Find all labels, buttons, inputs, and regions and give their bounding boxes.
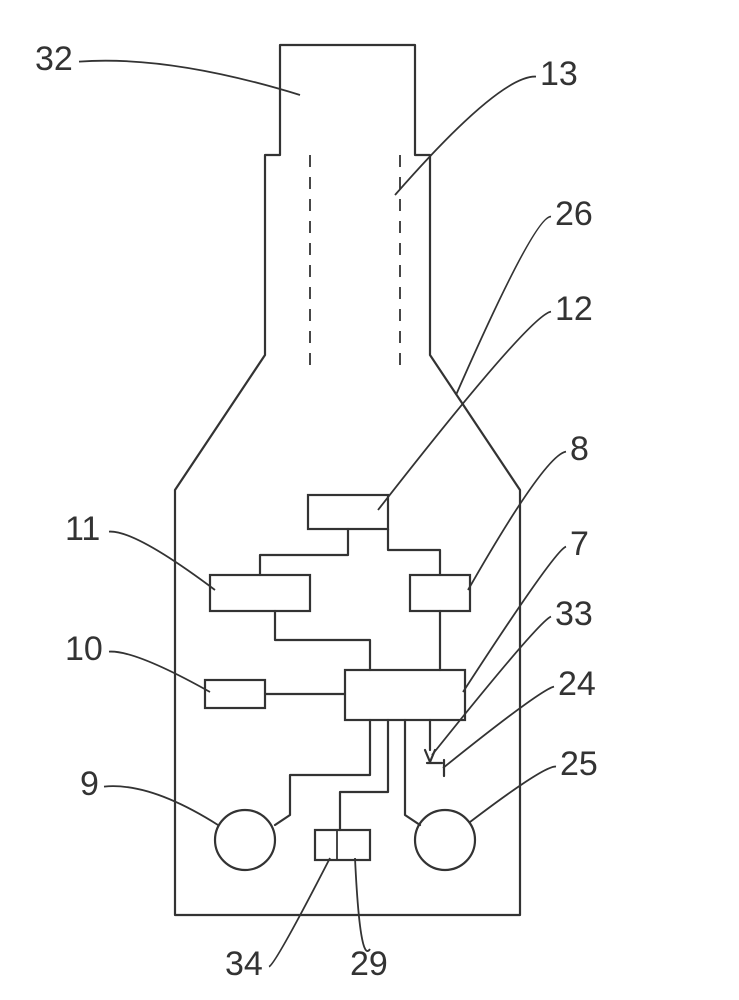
device-body-outline <box>175 45 520 915</box>
leader-11 <box>109 532 215 590</box>
label-26: 26 <box>555 195 593 233</box>
wire-6 <box>405 720 420 825</box>
block-r29 <box>315 830 370 860</box>
leader-12 <box>378 312 551 510</box>
label-32: 32 <box>35 40 73 78</box>
leader-32 <box>79 61 300 95</box>
label-10: 10 <box>65 630 103 668</box>
leader-34 <box>269 858 330 967</box>
block-r11 <box>210 575 310 611</box>
wire-5 <box>275 720 370 825</box>
leader-13 <box>395 77 536 195</box>
leader-9 <box>104 786 218 825</box>
leader-33 <box>432 617 551 755</box>
leader-7 <box>463 547 566 692</box>
label-11: 11 <box>65 510 100 548</box>
technical-diagram: 32 13 26 12 8 11 10 7 33 24 25 9 34 29 <box>0 0 739 1000</box>
label-9: 9 <box>80 765 99 803</box>
circle-c9 <box>215 810 275 870</box>
label-13: 13 <box>540 55 578 93</box>
wire-0 <box>260 529 348 575</box>
leader-24 <box>443 687 554 768</box>
leader-25 <box>470 767 556 822</box>
label-12: 12 <box>555 290 593 328</box>
label-33: 33 <box>555 595 593 633</box>
label-34: 34 <box>225 945 263 983</box>
leader-10 <box>109 652 210 692</box>
circle-c25 <box>415 810 475 870</box>
label-7: 7 <box>570 525 589 563</box>
inner-tube-lines <box>310 155 400 365</box>
leader-29 <box>355 858 370 951</box>
label-29: 29 <box>350 945 388 983</box>
label-8: 8 <box>570 430 589 468</box>
label-25: 25 <box>560 745 598 783</box>
block-r12 <box>308 495 388 529</box>
block-r8 <box>410 575 470 611</box>
callout-labels: 32 13 26 12 8 11 10 7 33 24 25 9 34 29 <box>35 40 598 983</box>
wire-1 <box>275 611 370 670</box>
block-r10 <box>205 680 265 708</box>
leader-26 <box>456 217 551 395</box>
wire-2 <box>388 529 440 575</box>
device-outline <box>175 45 520 915</box>
leader-8 <box>468 452 566 590</box>
label-24: 24 <box>558 665 596 703</box>
block-r7 <box>345 670 465 720</box>
